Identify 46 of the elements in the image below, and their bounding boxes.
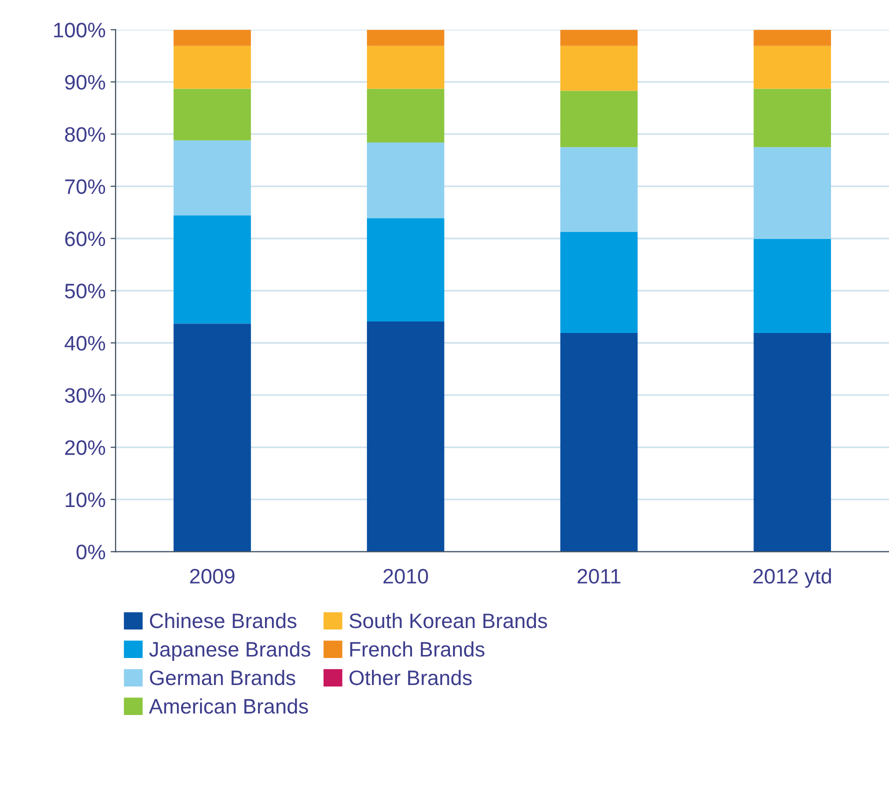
- bar: [366, 30, 444, 46]
- x-tick-label: 2009: [190, 568, 234, 584]
- bar: [560, 147, 638, 232]
- legend-label: Other Brands: [350, 670, 472, 686]
- bar: [560, 90, 638, 148]
- bar: [366, 88, 444, 142]
- y-tick-label: 0%: [76, 544, 106, 560]
- legend-label: German Brands: [150, 670, 296, 686]
- legend-label: Japanese Brands: [149, 641, 310, 661]
- y-tick-label: 30%: [64, 388, 106, 403]
- bar: [174, 216, 251, 324]
- bar: [366, 218, 444, 322]
- y-tick-label: 80%: [65, 127, 106, 142]
- bar: [174, 140, 251, 216]
- legend-label: South Korean Brands: [349, 612, 547, 628]
- bar: [560, 30, 638, 46]
- legend-label: American Brands: [148, 698, 308, 714]
- legend-label: Chinese Brands: [150, 612, 296, 628]
- bar: [754, 239, 831, 333]
- bar: [560, 332, 638, 552]
- y-tick-label: 10%: [66, 492, 106, 508]
- legend-label: French Brands: [350, 641, 484, 657]
- x-tick-label: 2011: [578, 568, 620, 584]
- bar: [754, 332, 831, 552]
- bar: [754, 88, 831, 148]
- bar: [366, 321, 444, 552]
- y-tick-label: 100%: [54, 22, 106, 38]
- bar: [754, 46, 831, 89]
- bar: [754, 147, 831, 240]
- bar: [174, 46, 251, 89]
- y-tick-label: 20%: [65, 440, 106, 456]
- bar: [366, 46, 444, 89]
- x-tick-label: 2012 ytd: [753, 568, 831, 588]
- bar: [174, 88, 251, 140]
- bar: [560, 232, 638, 333]
- y-tick-label: 60%: [65, 231, 106, 246]
- x-tick-label: 2010: [383, 568, 428, 584]
- bar: [174, 30, 251, 46]
- bar: [560, 46, 638, 91]
- bar: [366, 142, 444, 218]
- y-tick-label: 90%: [65, 74, 106, 90]
- y-tick-label: 40%: [64, 336, 106, 351]
- bar: [754, 30, 831, 46]
- y-tick-label: 70%: [65, 179, 106, 194]
- bar: [174, 324, 251, 552]
- y-tick-label: 50%: [64, 284, 106, 298]
